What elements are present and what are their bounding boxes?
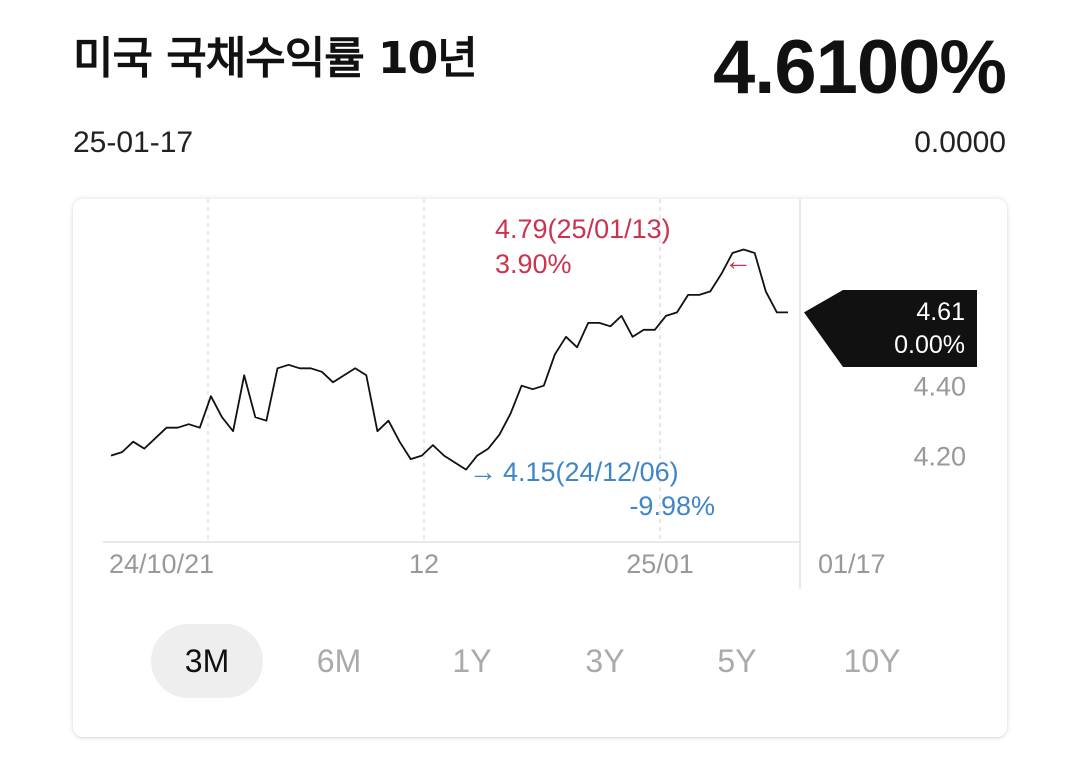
high-arrow-icon: ← xyxy=(724,245,752,276)
x-tick-label: 12 xyxy=(409,549,439,579)
tab-3y[interactable]: 3Y xyxy=(585,643,625,679)
tab-3m[interactable]: 3M xyxy=(151,624,263,698)
price-date: 25-01-17 xyxy=(73,126,194,159)
period-tabs: 3M 6M 1Y 3Y 5Y 10Y xyxy=(73,624,1007,698)
price-chart[interactable]: 24/10/21 12 25/01 01/17 4.40 4.20 4.79(25/01/… xyxy=(73,199,1007,599)
y-tick-label: 4.20 xyxy=(913,442,966,472)
current-pct-label: 0.00% xyxy=(894,331,965,359)
x-tick-label: 25/01 xyxy=(626,549,694,579)
price-change: 0.0000 xyxy=(914,126,1006,159)
tab-5y[interactable]: 5Y xyxy=(717,643,757,679)
low-annotation-label: 4.15(24/12/06) xyxy=(503,457,679,487)
price-line xyxy=(110,248,788,471)
y-tick-label: 4.40 xyxy=(913,372,966,402)
tab-10y[interactable]: 10Y xyxy=(843,643,901,679)
high-annotation-pct: 3.90% xyxy=(495,249,572,279)
current-value-label: 4.61 xyxy=(916,298,965,326)
page-title: 미국 국채수익률 10년 xyxy=(73,33,478,84)
low-annotation-pct: -9.98% xyxy=(629,491,715,521)
low-arrow-icon: → xyxy=(469,456,497,487)
current-value-badge xyxy=(804,290,977,367)
x-tick-label: 24/10/21 xyxy=(109,549,214,579)
high-annotation-label: 4.79(25/01/13) xyxy=(495,214,671,244)
tab-6m[interactable]: 6M xyxy=(316,643,362,679)
current-price: 4.6100% xyxy=(712,25,1007,110)
chart-card: 24/10/21 12 25/01 01/17 4.40 4.20 4.79(25/01/… xyxy=(73,199,1007,737)
tab-1y[interactable]: 1Y xyxy=(452,643,492,679)
x-tick-label: 01/17 xyxy=(818,549,886,579)
